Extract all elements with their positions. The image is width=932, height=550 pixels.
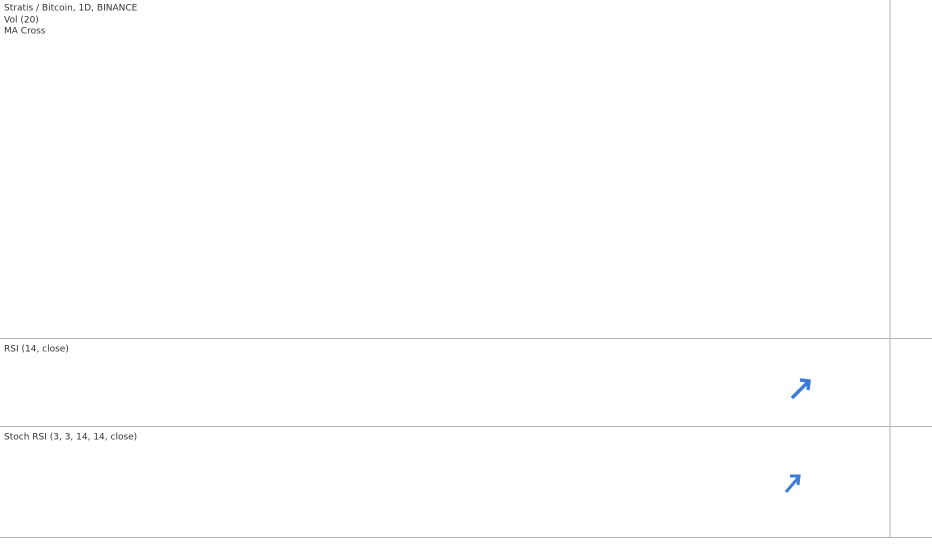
rsi-title: RSI (14, close) (4, 345, 69, 355)
chart-title: Stratis / Bitcoin, 1D, BINANCE (4, 4, 138, 14)
arrow (784, 474, 801, 493)
stoch-title: Stoch RSI (3, 3, 14, 14, close) (4, 433, 137, 443)
indicator-label: MA Cross (4, 27, 46, 37)
indicator-label: Vol (20) (4, 16, 39, 26)
arrow (790, 378, 811, 400)
